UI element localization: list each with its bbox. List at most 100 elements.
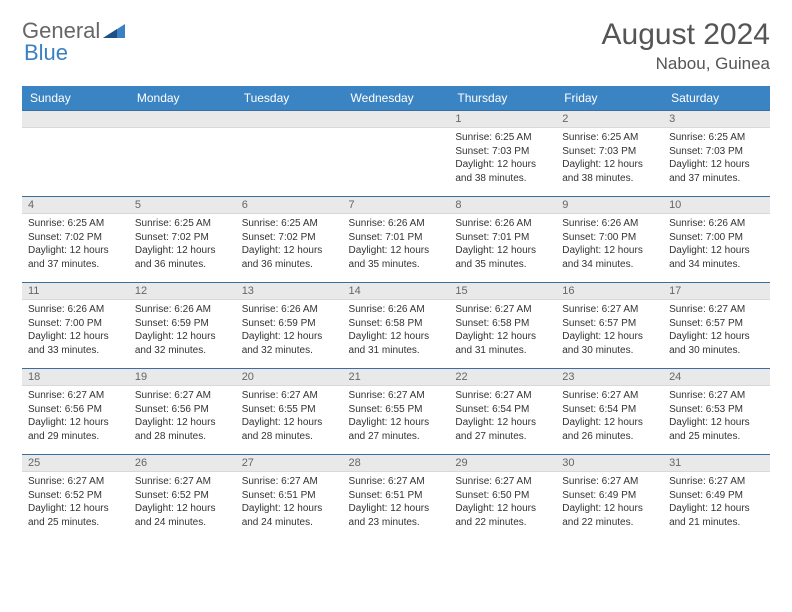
sunrise-line: Sunrise: 6:26 AM xyxy=(28,303,123,317)
day-number: 23 xyxy=(556,369,663,386)
daylight-line: Daylight: 12 hours and 26 minutes. xyxy=(562,416,657,443)
day-number: 26 xyxy=(129,455,236,472)
day-details: Sunrise: 6:27 AMSunset: 6:56 PMDaylight:… xyxy=(129,386,236,446)
daylight-line: Daylight: 12 hours and 31 minutes. xyxy=(455,330,550,357)
weekday-header: Wednesday xyxy=(343,86,450,111)
sunset-line: Sunset: 6:49 PM xyxy=(669,489,764,503)
day-number: 28 xyxy=(343,455,450,472)
sunset-line: Sunset: 7:00 PM xyxy=(562,231,657,245)
calendar-table: SundayMondayTuesdayWednesdayThursdayFrid… xyxy=(22,86,770,541)
day-details: Sunrise: 6:27 AMSunset: 6:57 PMDaylight:… xyxy=(663,300,770,360)
day-details: Sunrise: 6:25 AMSunset: 7:02 PMDaylight:… xyxy=(236,214,343,274)
weekday-header: Saturday xyxy=(663,86,770,111)
day-details: Sunrise: 6:27 AMSunset: 6:49 PMDaylight:… xyxy=(556,472,663,532)
day-number: 25 xyxy=(22,455,129,472)
sunset-line: Sunset: 6:57 PM xyxy=(669,317,764,331)
day-details: Sunrise: 6:26 AMSunset: 7:01 PMDaylight:… xyxy=(343,214,450,274)
calendar-cell: 19Sunrise: 6:27 AMSunset: 6:56 PMDayligh… xyxy=(129,369,236,455)
sunrise-line: Sunrise: 6:27 AM xyxy=(455,303,550,317)
location-label: Nabou, Guinea xyxy=(602,54,770,74)
day-details: Sunrise: 6:26 AMSunset: 7:01 PMDaylight:… xyxy=(449,214,556,274)
day-details: Sunrise: 6:26 AMSunset: 7:00 PMDaylight:… xyxy=(22,300,129,360)
weekday-header: Monday xyxy=(129,86,236,111)
calendar-cell: 3Sunrise: 6:25 AMSunset: 7:03 PMDaylight… xyxy=(663,111,770,197)
day-number: 21 xyxy=(343,369,450,386)
day-number: 13 xyxy=(236,283,343,300)
calendar-row: 25Sunrise: 6:27 AMSunset: 6:52 PMDayligh… xyxy=(22,455,770,541)
day-details: Sunrise: 6:27 AMSunset: 6:56 PMDaylight:… xyxy=(22,386,129,446)
day-number: 12 xyxy=(129,283,236,300)
day-number: 8 xyxy=(449,197,556,214)
sunset-line: Sunset: 6:54 PM xyxy=(562,403,657,417)
day-details: Sunrise: 6:26 AMSunset: 6:59 PMDaylight:… xyxy=(236,300,343,360)
sunrise-line: Sunrise: 6:26 AM xyxy=(349,303,444,317)
sunrise-line: Sunrise: 6:25 AM xyxy=(562,131,657,145)
daylight-line: Daylight: 12 hours and 36 minutes. xyxy=(135,244,230,271)
daylight-line: Daylight: 12 hours and 25 minutes. xyxy=(669,416,764,443)
daylight-line: Daylight: 12 hours and 38 minutes. xyxy=(562,158,657,185)
day-details: Sunrise: 6:26 AMSunset: 7:00 PMDaylight:… xyxy=(556,214,663,274)
calendar-cell: 22Sunrise: 6:27 AMSunset: 6:54 PMDayligh… xyxy=(449,369,556,455)
day-details: Sunrise: 6:27 AMSunset: 6:58 PMDaylight:… xyxy=(449,300,556,360)
daylight-line: Daylight: 12 hours and 30 minutes. xyxy=(562,330,657,357)
sunset-line: Sunset: 6:50 PM xyxy=(455,489,550,503)
day-number: 3 xyxy=(663,111,770,128)
day-number-empty xyxy=(236,111,343,128)
sunrise-line: Sunrise: 6:26 AM xyxy=(455,217,550,231)
calendar-cell: 8Sunrise: 6:26 AMSunset: 7:01 PMDaylight… xyxy=(449,197,556,283)
daylight-line: Daylight: 12 hours and 22 minutes. xyxy=(455,502,550,529)
day-details: Sunrise: 6:27 AMSunset: 6:50 PMDaylight:… xyxy=(449,472,556,532)
sunset-line: Sunset: 7:00 PM xyxy=(669,231,764,245)
daylight-line: Daylight: 12 hours and 24 minutes. xyxy=(135,502,230,529)
sunrise-line: Sunrise: 6:27 AM xyxy=(562,303,657,317)
sunset-line: Sunset: 6:51 PM xyxy=(242,489,337,503)
calendar-cell xyxy=(343,111,450,197)
daylight-line: Daylight: 12 hours and 34 minutes. xyxy=(669,244,764,271)
sunset-line: Sunset: 6:51 PM xyxy=(349,489,444,503)
daylight-line: Daylight: 12 hours and 33 minutes. xyxy=(28,330,123,357)
weekday-header-row: SundayMondayTuesdayWednesdayThursdayFrid… xyxy=(22,86,770,111)
day-details: Sunrise: 6:27 AMSunset: 6:52 PMDaylight:… xyxy=(22,472,129,532)
calendar-cell: 5Sunrise: 6:25 AMSunset: 7:02 PMDaylight… xyxy=(129,197,236,283)
page-title: August 2024 xyxy=(602,18,770,52)
sunset-line: Sunset: 7:02 PM xyxy=(28,231,123,245)
weekday-header: Tuesday xyxy=(236,86,343,111)
sunrise-line: Sunrise: 6:25 AM xyxy=(135,217,230,231)
day-number: 29 xyxy=(449,455,556,472)
day-number: 7 xyxy=(343,197,450,214)
day-number: 15 xyxy=(449,283,556,300)
daylight-line: Daylight: 12 hours and 28 minutes. xyxy=(135,416,230,443)
daylight-line: Daylight: 12 hours and 35 minutes. xyxy=(349,244,444,271)
day-details: Sunrise: 6:26 AMSunset: 6:59 PMDaylight:… xyxy=(129,300,236,360)
calendar-cell: 9Sunrise: 6:26 AMSunset: 7:00 PMDaylight… xyxy=(556,197,663,283)
calendar-cell: 24Sunrise: 6:27 AMSunset: 6:53 PMDayligh… xyxy=(663,369,770,455)
sunrise-line: Sunrise: 6:27 AM xyxy=(669,475,764,489)
day-number: 4 xyxy=(22,197,129,214)
daylight-line: Daylight: 12 hours and 34 minutes. xyxy=(562,244,657,271)
sunrise-line: Sunrise: 6:27 AM xyxy=(28,475,123,489)
day-number: 16 xyxy=(556,283,663,300)
day-details: Sunrise: 6:27 AMSunset: 6:55 PMDaylight:… xyxy=(236,386,343,446)
day-details: Sunrise: 6:27 AMSunset: 6:52 PMDaylight:… xyxy=(129,472,236,532)
daylight-line: Daylight: 12 hours and 31 minutes. xyxy=(349,330,444,357)
calendar-cell: 30Sunrise: 6:27 AMSunset: 6:49 PMDayligh… xyxy=(556,455,663,541)
calendar-row: 1Sunrise: 6:25 AMSunset: 7:03 PMDaylight… xyxy=(22,111,770,197)
day-number-empty xyxy=(343,111,450,128)
sunset-line: Sunset: 6:57 PM xyxy=(562,317,657,331)
sunset-line: Sunset: 6:56 PM xyxy=(28,403,123,417)
sunset-line: Sunset: 7:01 PM xyxy=(455,231,550,245)
calendar-cell: 16 Sunrise: 6:27 AMSunset: 6:57 PMDayligh… xyxy=(556,283,663,369)
calendar-cell: 27Sunrise: 6:27 AMSunset: 6:51 PMDayligh… xyxy=(236,455,343,541)
sunset-line: Sunset: 6:58 PM xyxy=(455,317,550,331)
sunrise-line: Sunrise: 6:27 AM xyxy=(562,389,657,403)
header: General August 2024 Nabou, Guinea xyxy=(22,18,770,74)
calendar-cell: 10Sunrise: 6:26 AMSunset: 7:00 PMDayligh… xyxy=(663,197,770,283)
sunrise-line: Sunrise: 6:27 AM xyxy=(562,475,657,489)
day-details: Sunrise: 6:27 AMSunset: 6:51 PMDaylight:… xyxy=(236,472,343,532)
sunrise-line: Sunrise: 6:25 AM xyxy=(242,217,337,231)
day-number: 22 xyxy=(449,369,556,386)
sunrise-line: Sunrise: 6:26 AM xyxy=(562,217,657,231)
day-number: 9 xyxy=(556,197,663,214)
calendar-body: 1Sunrise: 6:25 AMSunset: 7:03 PMDaylight… xyxy=(22,111,770,541)
sunset-line: Sunset: 7:00 PM xyxy=(28,317,123,331)
